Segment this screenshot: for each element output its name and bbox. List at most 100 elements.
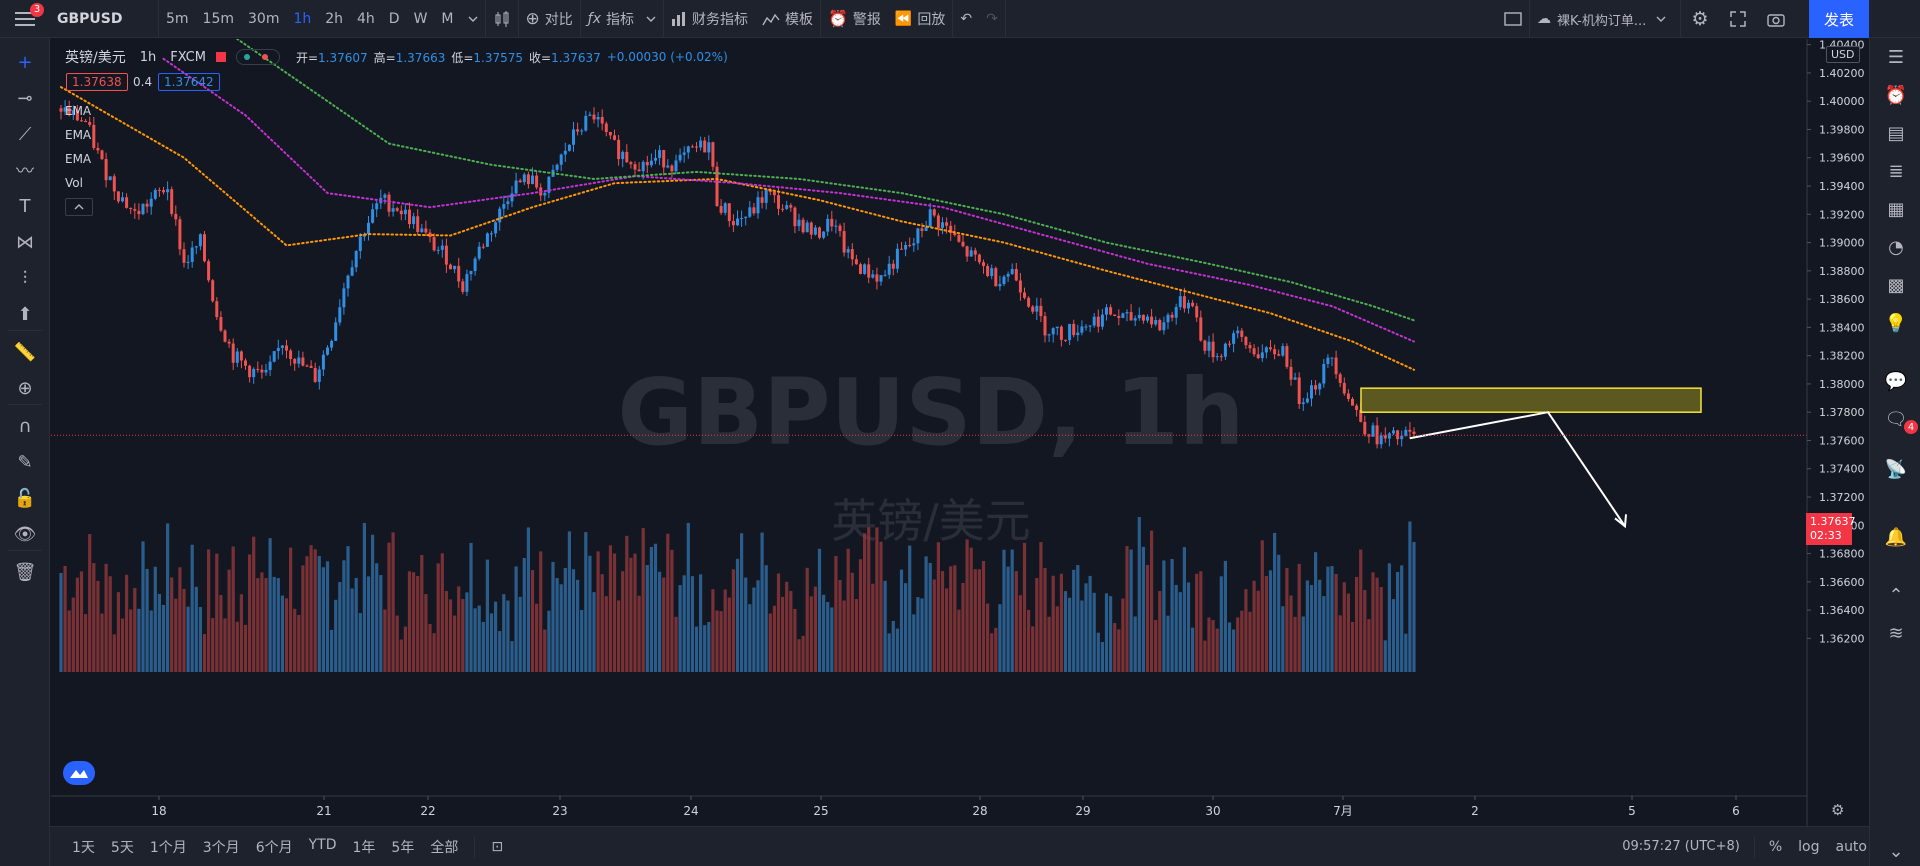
candle-body: [883, 274, 887, 276]
cloud-icon: ☁: [1537, 11, 1551, 27]
legend-symbol-name[interactable]: 英镑/美元: [65, 50, 126, 66]
range-button[interactable]: YTD: [308, 836, 337, 853]
range-button[interactable]: 1年: [352, 839, 376, 856]
calendar-grid-icon[interactable]: ▩: [1887, 274, 1905, 296]
chat-icon[interactable]: 💬: [1884, 370, 1908, 392]
candle-body: [859, 264, 862, 274]
financials-button[interactable]: 财务指标: [664, 0, 755, 38]
ruler-icon[interactable]: 📏: [13, 341, 37, 363]
legend-high-label: 高=: [373, 50, 396, 65]
indicator-label-vol[interactable]: Vol: [65, 176, 83, 190]
fullscreen-button[interactable]: [1719, 0, 1757, 38]
alarm-icon[interactable]: ⏰: [1884, 84, 1908, 106]
range-button[interactable]: 1天: [72, 839, 95, 856]
candle-body: [1178, 296, 1182, 308]
publish-button[interactable]: 发表: [1809, 0, 1869, 38]
text-tool-icon[interactable]: T: [19, 195, 31, 217]
timeframe-1h[interactable]: 1h: [293, 10, 312, 27]
chart-settings-icon[interactable]: ⚙: [1831, 801, 1845, 819]
indicators-button[interactable]: ƒx 指标: [581, 0, 663, 38]
volume-bar: [211, 618, 215, 672]
magnet-icon[interactable]: ∩: [18, 415, 32, 437]
timeframe-dropdown[interactable]: [461, 0, 485, 38]
eye-icon[interactable]: 👁: [13, 523, 37, 545]
candle-body: [313, 367, 317, 382]
collapse-legend-button[interactable]: [65, 198, 93, 216]
tradingview-logo[interactable]: [63, 761, 95, 785]
auto-toggle[interactable]: auto: [1835, 838, 1867, 855]
calendar-icon[interactable]: ▦: [1887, 198, 1905, 220]
ideas-icon[interactable]: ◔: [1888, 236, 1904, 258]
timeframe-M[interactable]: M: [441, 10, 454, 27]
candle-body: [723, 203, 727, 213]
currency-label[interactable]: USD: [1826, 46, 1860, 63]
timeframe-D[interactable]: D: [388, 10, 400, 27]
indicator-label-ema-2[interactable]: EMA: [65, 128, 92, 142]
percent-toggle[interactable]: %: [1768, 838, 1783, 855]
candle-body: [662, 150, 666, 168]
price-tick-label: 1.38600: [1819, 293, 1865, 306]
compare-button[interactable]: ⊕ 对比: [525, 8, 573, 29]
depth-icon[interactable]: ≋: [1888, 622, 1904, 644]
watchlist-icon[interactable]: ☰: [1887, 46, 1905, 68]
crosshair-icon[interactable]: +: [17, 51, 33, 73]
trash-icon[interactable]: 🗑: [13, 561, 37, 583]
range-button[interactable]: 全部: [430, 839, 459, 856]
templates-button[interactable]: 模板: [755, 0, 820, 38]
timeframe-4h[interactable]: 4h: [357, 10, 375, 27]
ask-price-box[interactable]: 1.37642: [158, 73, 220, 91]
legend-status-dots[interactable]: [235, 49, 280, 65]
trendline-icon[interactable]: ⟋: [18, 123, 32, 145]
layout-select[interactable]: ☁ 裸K-机构订单...: [1530, 0, 1680, 38]
arrow-up-icon[interactable]: ⬆: [17, 303, 33, 325]
volume-bar: [1043, 567, 1047, 672]
range-button[interactable]: 1个月: [149, 839, 187, 856]
pattern-icon[interactable]: ⋈: [16, 231, 34, 253]
screenshot-button[interactable]: [1757, 0, 1795, 38]
wave-pattern-icon[interactable]: 〰: [16, 161, 34, 182]
trading-panel-icon[interactable]: ⌃: [1888, 584, 1904, 606]
bid-price-box[interactable]: 1.37638: [66, 73, 128, 91]
timeframe-30m[interactable]: 30m: [248, 10, 280, 27]
range-button[interactable]: 5年: [391, 839, 415, 856]
chart-type-button[interactable]: [486, 0, 518, 38]
main-menu-button[interactable]: 3: [0, 0, 50, 38]
timeframe-W[interactable]: W: [413, 10, 428, 27]
settings-button[interactable]: ⚙: [1681, 0, 1719, 38]
lightbulb-icon[interactable]: 💡: [1884, 312, 1908, 334]
chats-icon[interactable]: 🗨: [1884, 408, 1908, 430]
indicator-label-ema-3[interactable]: EMA: [65, 152, 92, 166]
data-window-icon[interactable]: ▤: [1887, 122, 1905, 144]
chart-canvas[interactable]: GBPUSD, 1h 英镑/美元 1.36200 1.36400 1.36600 1.36…: [51, 39, 1869, 826]
hotlist-icon[interactable]: ≣: [1888, 160, 1904, 182]
lock-icon[interactable]: 🔓: [13, 487, 37, 509]
range-button[interactable]: 3个月: [202, 839, 240, 856]
clock[interactable]: 09:57:27 (UTC+8): [1622, 839, 1740, 854]
timeframe-2h[interactable]: 2h: [325, 10, 344, 27]
horizontal-line-icon[interactable]: ⊸: [17, 87, 33, 109]
forecast-icon[interactable]: ⫶: [22, 267, 28, 289]
volume-bar: [920, 598, 924, 672]
symbol-search[interactable]: GBPUSD: [57, 10, 123, 27]
candle-body: [1203, 340, 1207, 351]
candle-body: [949, 225, 953, 233]
broadcast-icon[interactable]: 📡: [1884, 458, 1908, 480]
timeframe-5m[interactable]: 5m: [166, 10, 189, 27]
layout-toggle-button[interactable]: [1497, 0, 1529, 38]
undo-button[interactable]: ↶: [953, 0, 979, 38]
indicator-label-ema-1[interactable]: EMA: [65, 104, 92, 118]
timeframe-15m[interactable]: 15m: [202, 10, 234, 27]
goto-date-button[interactable]: ⊡: [483, 839, 511, 855]
log-toggle[interactable]: log: [1798, 838, 1820, 855]
replay-button[interactable]: ⏪ 回放: [894, 10, 946, 28]
pencil-lock-icon[interactable]: ✎: [17, 451, 33, 473]
zoom-in-icon[interactable]: ⊕: [17, 377, 33, 399]
divider: [819, 0, 821, 38]
volume-bar: [699, 574, 703, 672]
alert-button[interactable]: ⏰ 警报: [827, 9, 881, 28]
notification-bell-icon[interactable]: 🔔: [1884, 526, 1908, 548]
range-button[interactable]: 5天: [110, 839, 134, 856]
expand-panel-icon[interactable]: ⌄: [1888, 840, 1904, 862]
range-button[interactable]: 6个月: [255, 839, 293, 856]
redo-button[interactable]: ↷: [979, 0, 1005, 38]
